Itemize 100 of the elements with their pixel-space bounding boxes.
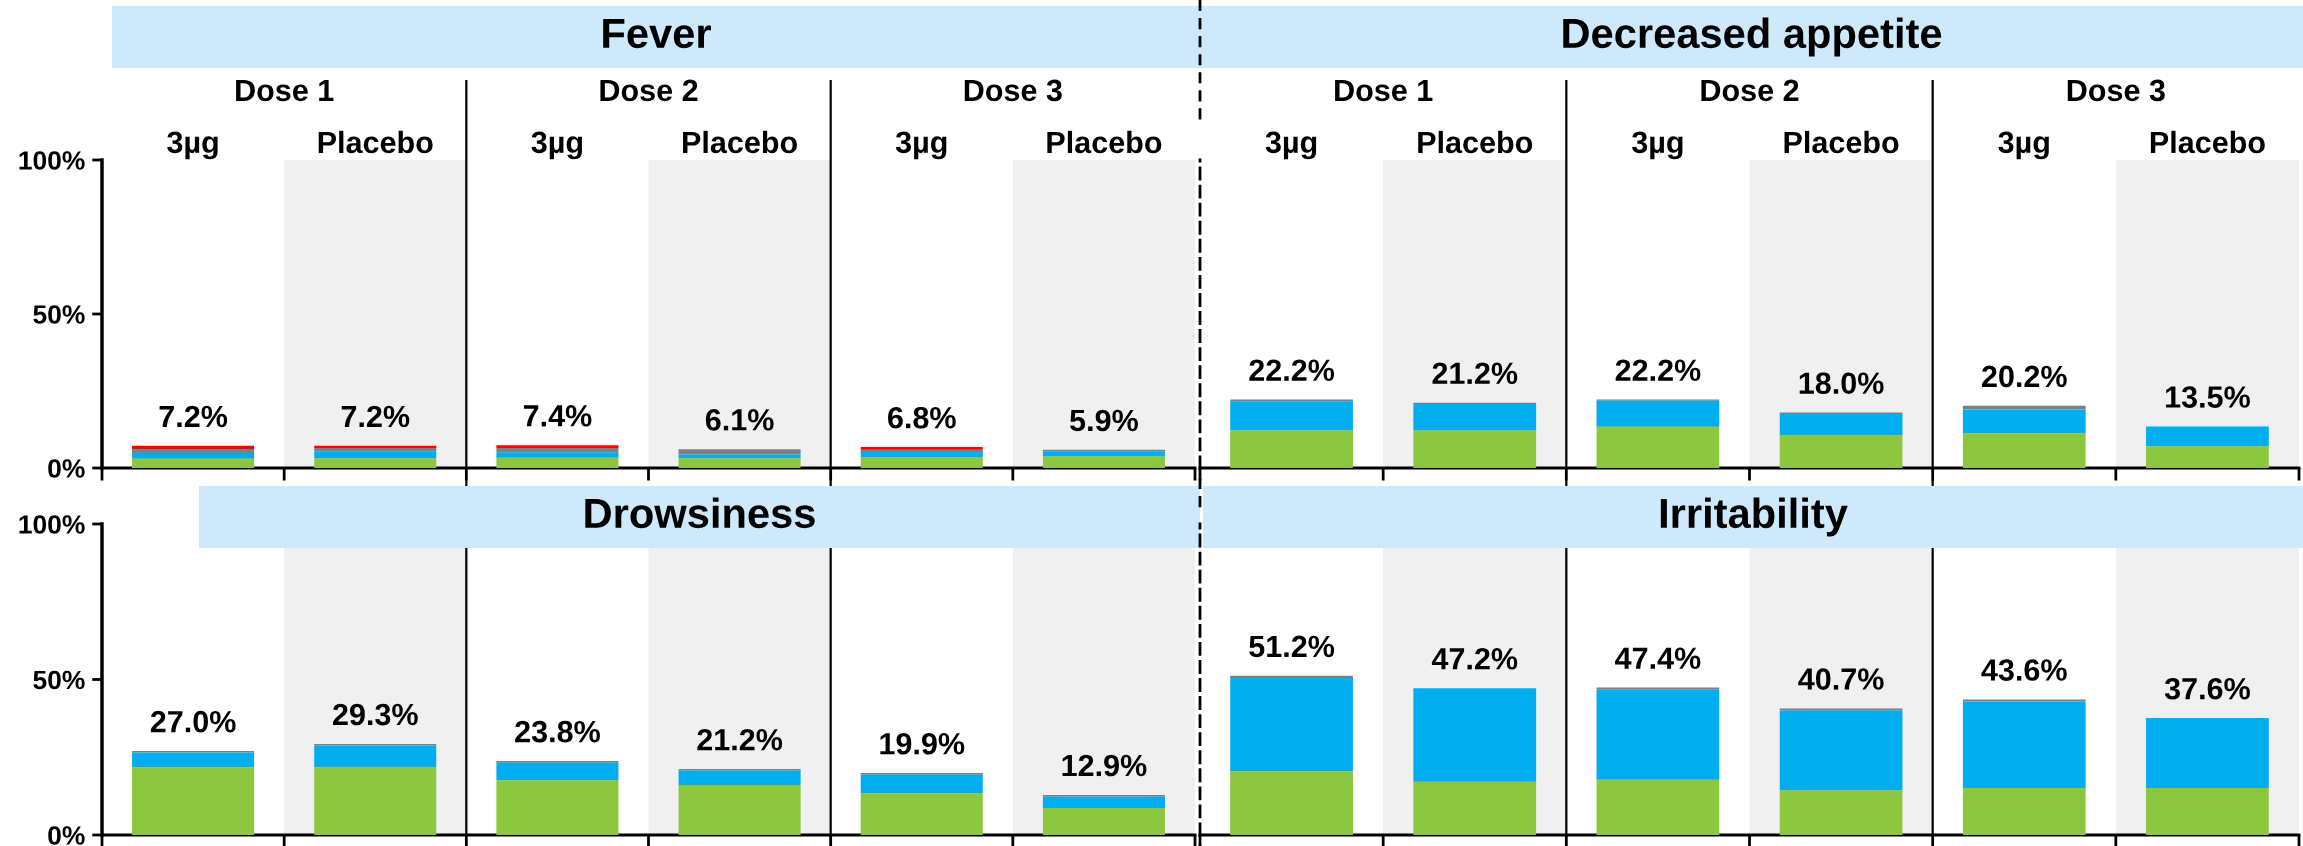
bar — [496, 780, 619, 835]
bar — [132, 767, 255, 835]
bar — [1413, 403, 1537, 431]
text: Dose 3 — [2067, 79, 2165, 102]
bar — [1413, 430, 1537, 468]
y-tick-label: 50% — [33, 305, 85, 324]
bar — [132, 445, 255, 449]
bar — [1962, 788, 2086, 835]
bar — [2146, 446, 2269, 468]
x-tick-label: Placebo — [683, 130, 797, 154]
total-label: 12.9% — [1062, 754, 1147, 777]
total-label: 7.2% — [159, 405, 228, 428]
chart-title: Fever — [603, 19, 711, 49]
total-label: 7.4% — [523, 405, 592, 427]
total-label: 21.2% — [697, 728, 783, 751]
bar — [2146, 788, 2269, 835]
text: Dose 1 — [1335, 79, 1433, 102]
total-label: 18.0% — [1799, 372, 1884, 395]
bar — [860, 774, 983, 794]
y-tick-label: 50% — [33, 670, 85, 690]
total-label: 47.4% — [1615, 647, 1701, 669]
text: Dose 3 — [964, 79, 1062, 102]
x-tick-label: 3µg — [1998, 131, 2049, 160]
x-tick-label: Placebo — [318, 130, 433, 154]
total-label: 22.2% — [1249, 359, 1335, 382]
chart-title: Irritability — [1660, 497, 1848, 537]
bar — [1779, 790, 1903, 835]
text: Dose 2 — [600, 79, 698, 102]
total-label: 21.2% — [1432, 362, 1518, 385]
bar — [1962, 433, 2086, 468]
x-tick-label: 3µg — [1631, 131, 1683, 160]
bar — [1596, 426, 1720, 468]
y-tick-label: 0% — [48, 826, 85, 845]
bar — [1042, 796, 1165, 808]
bar — [496, 762, 619, 781]
total-label: 20.2% — [1981, 365, 2067, 388]
total-label: 13.5% — [2166, 386, 2250, 408]
bar — [1230, 430, 1353, 468]
chart-title: Drowsiness — [585, 497, 815, 529]
bar — [1779, 414, 1903, 436]
bar — [1962, 409, 2086, 434]
total-label: 51.2% — [1249, 635, 1335, 658]
bar — [496, 447, 619, 453]
bar — [1230, 677, 1353, 772]
bar — [1042, 451, 1165, 457]
bar — [496, 457, 619, 468]
x-tick-label: Placebo — [1784, 130, 1899, 154]
bar — [132, 448, 255, 453]
total-label: 19.9% — [880, 732, 965, 755]
bar — [314, 445, 437, 448]
bar — [132, 452, 255, 459]
bar — [314, 767, 437, 835]
bar — [132, 458, 255, 468]
bar — [1779, 435, 1903, 468]
y-tick-label: 100% — [19, 515, 85, 534]
x-tick-label: Placebo — [2150, 130, 2265, 154]
bar — [1042, 456, 1165, 468]
text: Dose 1 — [236, 79, 334, 102]
bar — [496, 445, 619, 448]
x-tick-label: Placebo — [1047, 130, 1162, 154]
total-label: 40.7% — [1798, 668, 1884, 690]
total-label: 6.8% — [888, 406, 956, 429]
bar — [860, 793, 983, 835]
y-tick-label: 0% — [48, 459, 85, 478]
total-label: 22.2% — [1615, 359, 1701, 382]
x-tick-label: 3µg — [167, 131, 218, 160]
bar — [132, 752, 255, 768]
total-label: 23.8% — [515, 720, 600, 743]
bar — [314, 745, 437, 768]
bar — [678, 454, 801, 459]
y-tick-label: 100% — [19, 151, 85, 170]
bar — [678, 458, 801, 468]
bar — [1413, 781, 1537, 835]
bar — [1779, 710, 1903, 791]
bar — [1042, 807, 1165, 835]
total-label: 47.2% — [1431, 648, 1518, 670]
bar — [678, 784, 801, 835]
bar — [1230, 675, 1353, 678]
x-tick-label: 3µg — [1265, 131, 1317, 160]
total-label: 43.6% — [1981, 659, 2067, 681]
total-label: 7.2% — [341, 405, 410, 428]
bar — [678, 449, 801, 455]
bar — [860, 451, 983, 458]
bar — [1596, 400, 1720, 427]
bar — [1230, 771, 1353, 835]
bar — [2146, 426, 2269, 447]
text: Dose 2 — [1701, 79, 1799, 102]
total-label: 6.1% — [705, 409, 774, 431]
total-label: 5.9% — [1070, 409, 1138, 432]
bar — [860, 457, 983, 468]
bar — [1596, 689, 1720, 780]
total-label: 37.6% — [2164, 677, 2250, 700]
bar — [1596, 687, 1720, 690]
x-tick-label: 3µg — [531, 131, 582, 160]
bar — [314, 458, 437, 468]
bar — [678, 770, 801, 785]
bar — [1413, 688, 1537, 782]
x-tick-label: Placebo — [1418, 130, 1533, 154]
total-label: 27.0% — [150, 710, 236, 733]
bar — [1230, 401, 1353, 431]
